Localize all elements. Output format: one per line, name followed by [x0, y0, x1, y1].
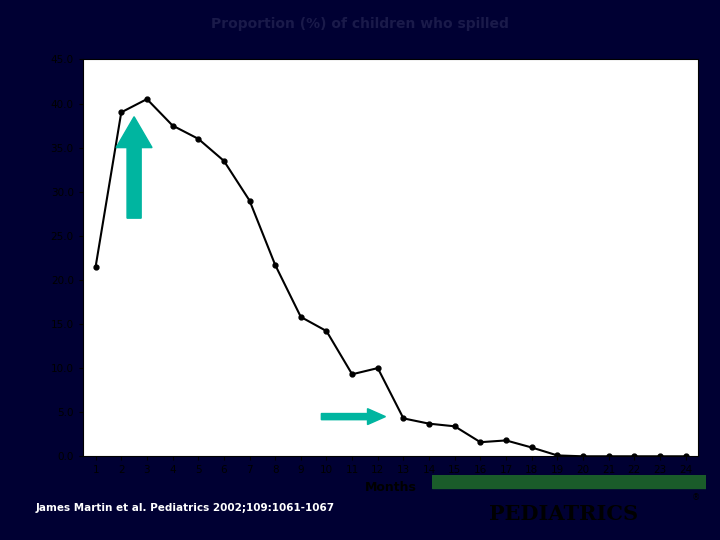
- FancyArrow shape: [321, 409, 385, 424]
- Bar: [432, 475, 706, 488]
- X-axis label: Months: Months: [364, 481, 417, 494]
- Text: Proportion (%) of children who spilled: Proportion (%) of children who spilled: [211, 17, 509, 31]
- Text: ®: ®: [692, 493, 700, 502]
- Text: PEDIATRICS: PEDIATRICS: [489, 504, 638, 524]
- Text: James Martin et al. Pediatrics 2002;109:1061-1067: James Martin et al. Pediatrics 2002;109:…: [36, 503, 335, 512]
- FancyArrow shape: [116, 117, 152, 218]
